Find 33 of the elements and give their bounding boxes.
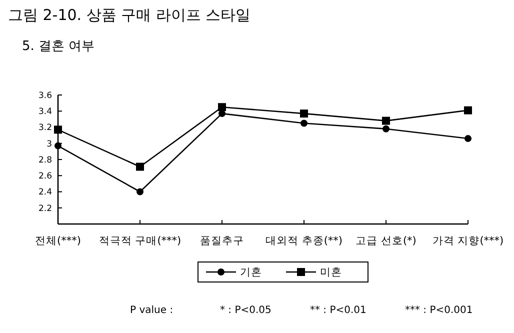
y-tick-label: 3.6 bbox=[38, 90, 52, 101]
point bbox=[136, 162, 144, 171]
point bbox=[218, 110, 226, 118]
x-tick-label: 전체(***) bbox=[35, 235, 81, 247]
text: *** : P<0.001 bbox=[405, 305, 473, 316]
legend-label: 기혼 bbox=[240, 266, 262, 279]
point bbox=[136, 188, 144, 196]
point bbox=[54, 126, 62, 134]
x-tick-label: 고급 선호(*) bbox=[356, 235, 416, 247]
point bbox=[218, 103, 226, 112]
legend-label: 미혼 bbox=[320, 266, 342, 279]
point bbox=[300, 110, 308, 118]
point bbox=[300, 120, 308, 127]
y-tick-label: 2.6 bbox=[38, 172, 52, 182]
point bbox=[464, 135, 472, 142]
point bbox=[382, 125, 390, 132]
text: P value : bbox=[130, 305, 174, 316]
y-tick-label: 3.4 bbox=[38, 107, 52, 118]
chart-subtitle: 5. 결혼 여부 bbox=[22, 39, 95, 54]
y-tick-label: 2.8 bbox=[38, 155, 52, 166]
y-tick-label: 2.2 bbox=[38, 204, 52, 214]
text: * : P<0.05 bbox=[220, 305, 272, 316]
y-tick-label: 3 bbox=[46, 139, 52, 150]
y-tick-label: 2.4 bbox=[38, 188, 52, 198]
point bbox=[464, 106, 472, 114]
x-tick-label: 적극적 구매(***) bbox=[98, 235, 182, 247]
chart-title: 그림 2-10. 상품 구매 라이프 스타일 bbox=[8, 6, 251, 24]
point bbox=[382, 116, 390, 125]
x-tick-label: 대외적 추종(**) bbox=[265, 235, 343, 247]
x-tick-label: 품질추구 bbox=[200, 235, 244, 247]
text: ** : P<0.01 bbox=[310, 305, 366, 316]
x-tick-label: 가격 지향(***) bbox=[432, 235, 504, 247]
y-tick-label: 3.2 bbox=[38, 123, 52, 134]
